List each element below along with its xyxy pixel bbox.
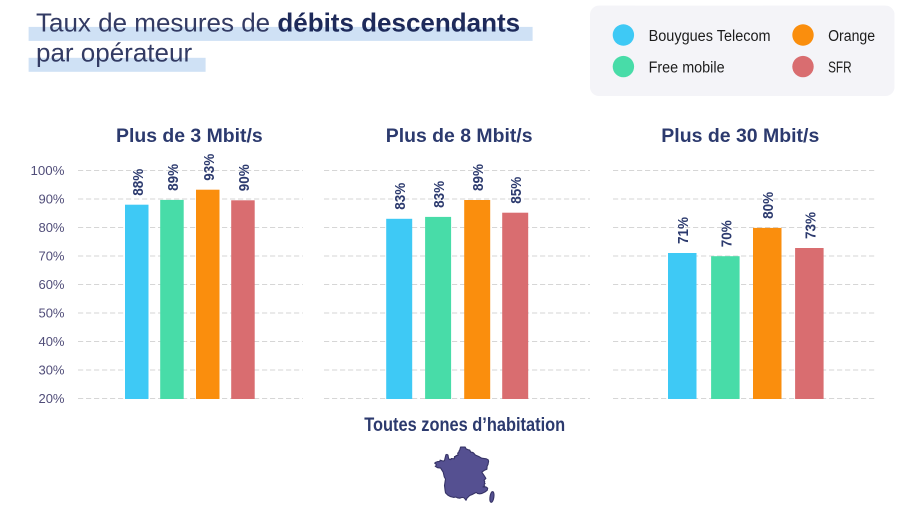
svg-text:80%: 80% [760, 192, 777, 219]
svg-text:71%: 71% [675, 217, 692, 244]
svg-text:83%: 83% [431, 181, 448, 208]
svg-text:89%: 89% [470, 164, 487, 191]
svg-text:88%: 88% [130, 169, 147, 196]
svg-text:89%: 89% [165, 164, 182, 191]
svg-text:Plus de 30 Mbit/s: Plus de 30 Mbit/s [661, 125, 819, 147]
svg-text:Free mobile: Free mobile [649, 59, 725, 76]
svg-text:90%: 90% [38, 192, 64, 207]
svg-text:Orange: Orange [828, 28, 875, 45]
svg-text:83%: 83% [392, 183, 409, 210]
svg-text:70%: 70% [718, 220, 735, 247]
svg-text:50%: 50% [38, 306, 64, 321]
svg-text:Toutes zones d’habitation: Toutes zones d’habitation [364, 414, 565, 436]
svg-text:Plus de 3 Mbit/s: Plus de 3 Mbit/s [116, 125, 263, 147]
svg-text:60%: 60% [38, 277, 64, 292]
svg-text:40%: 40% [38, 334, 64, 349]
svg-text:20%: 20% [38, 391, 64, 406]
svg-text:par opérateur: par opérateur [36, 38, 192, 68]
svg-text:93%: 93% [201, 154, 218, 181]
svg-text:Bouygues Telecom: Bouygues Telecom [649, 28, 771, 45]
svg-text:80%: 80% [38, 220, 64, 235]
svg-text:73%: 73% [802, 212, 819, 239]
svg-text:70%: 70% [38, 249, 64, 264]
svg-text:SFR: SFR [828, 59, 852, 76]
svg-text:90%: 90% [236, 164, 253, 191]
svg-text:100%: 100% [31, 163, 65, 178]
svg-text:30%: 30% [38, 363, 64, 378]
svg-text:Plus de 8 Mbit/s: Plus de 8 Mbit/s [386, 125, 533, 147]
svg-text:85%: 85% [508, 177, 525, 204]
svg-text:Taux de mesures de débits desc: Taux de mesures de débits descendants [36, 8, 520, 38]
